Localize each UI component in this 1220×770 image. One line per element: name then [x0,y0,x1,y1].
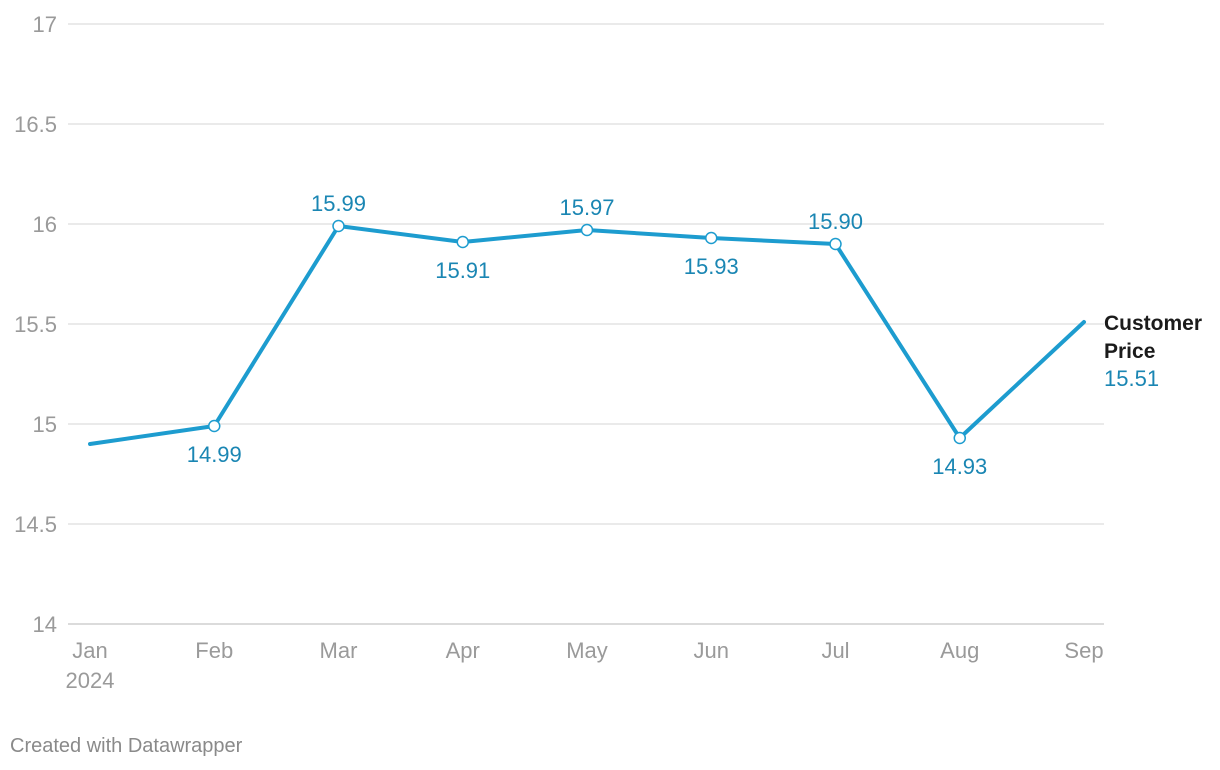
data-point-marker [829,237,842,251]
x-tick-label: Sep [1064,638,1103,663]
data-label: 15.97 [559,195,614,220]
y-tick-label: 16.5 [14,112,57,137]
data-label: 14.99 [187,442,242,467]
x-tick-label: May [566,638,608,663]
x-tick-label: Jan [72,638,107,663]
y-tick-label: 15 [33,412,57,437]
x-tick-label: Jul [821,638,849,663]
series-name-label: Price [1104,340,1155,363]
series-name-label: Customer [1104,312,1202,335]
x-tick-label: Aug [940,638,979,663]
data-point-marker [456,235,469,249]
credit-text: Created with Datawrapper [10,735,243,757]
series-end-label: Customer Price 15.51 [1104,312,1202,391]
data-label: 15.91 [435,258,490,283]
data-point-marker [208,419,221,433]
series-line [88,224,1086,446]
data-label: 15.90 [808,209,863,234]
data-point-marker [580,223,594,237]
data-point-marker [705,231,718,245]
y-tick-label: 14 [33,612,57,637]
x-tick-label: Mar [320,638,358,663]
data-label: 15.99 [311,191,366,216]
data-labels: 14.99 15.99 15.91 15.97 15.93 15.90 14.93 [187,191,988,479]
x-tick-label: Jun [694,638,729,663]
y-tick-label: 14.5 [14,512,57,537]
data-point-marker [332,219,345,233]
series-last-value: 15.51 [1104,366,1159,391]
y-tick-label: 16 [33,212,57,237]
x-tick-label: Apr [446,638,480,663]
grid-lines [68,23,1104,625]
x-axis-ticks: Jan 2024 Feb Mar Apr May Jun Jul Aug Sep [66,638,1104,693]
y-axis-ticks: 14 14.5 15 15.5 16 16.5 17 [14,12,57,637]
series-customer-price [88,219,1086,446]
data-label: 15.93 [684,254,739,279]
x-tick-sublabel: 2024 [66,668,115,693]
y-tick-label: 15.5 [14,312,57,337]
x-tick-label: Feb [195,638,233,663]
data-label: 14.93 [932,454,987,479]
data-point-marker [953,431,966,445]
y-tick-label: 17 [33,12,57,37]
